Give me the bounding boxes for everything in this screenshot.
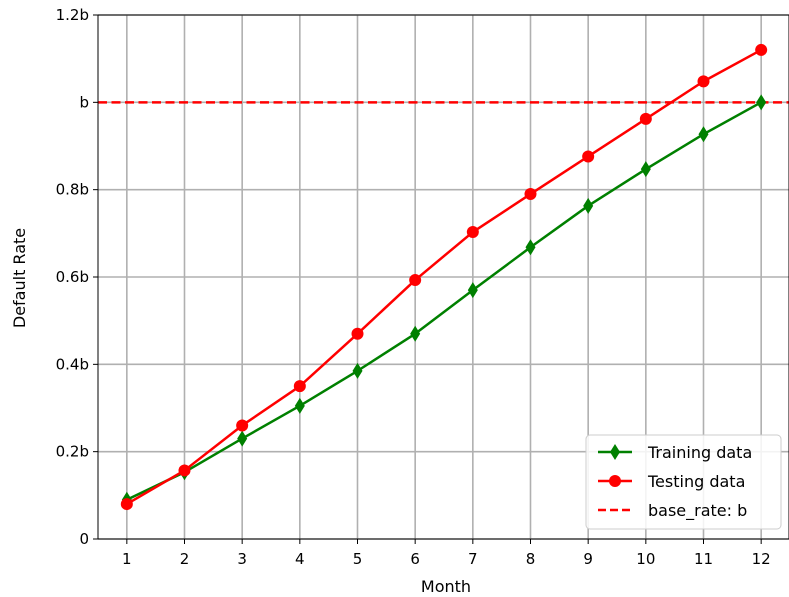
- x-tick-label: 4: [295, 550, 305, 568]
- x-tick-label: 12: [752, 550, 771, 568]
- training-data-point: [640, 161, 651, 178]
- testing-data-point: [639, 112, 652, 125]
- y-tick-label: 0.4b: [56, 355, 89, 373]
- legend-marker-training-data: [610, 444, 620, 460]
- x-tick-label: 9: [583, 550, 593, 568]
- x-axis-label: Month: [421, 577, 471, 596]
- x-tick-label: 3: [237, 550, 247, 568]
- training-data-point: [525, 239, 536, 256]
- x-tick-label: 1: [122, 550, 132, 568]
- testing-data-line: [126, 48, 762, 506]
- training-data-point: [237, 430, 248, 447]
- testing-data-point: [582, 150, 595, 163]
- training-data-point: [698, 126, 709, 143]
- training-data-point: [467, 282, 478, 299]
- x-tick-label: 5: [353, 550, 363, 568]
- legend-label-testing-data: Testing data: [647, 472, 745, 491]
- y-tick-label: 0.6b: [56, 268, 89, 286]
- testing-data-point: [524, 188, 537, 201]
- y-tick-label: b: [79, 93, 89, 111]
- y-tick-label: 0.8b: [56, 181, 89, 199]
- x-tick-label: 2: [180, 550, 190, 568]
- y-tick-label: 0.2b: [56, 443, 89, 461]
- legend-frame: [585, 434, 782, 530]
- testing-data-point: [697, 75, 710, 88]
- legend-label-training-data: Training data: [647, 443, 752, 462]
- x-tick-label: 10: [636, 550, 655, 568]
- legend-marker-testing-data: [609, 475, 621, 487]
- y-tick-label: 0: [79, 530, 89, 548]
- y-axis-label: Default Rate: [10, 228, 29, 328]
- testing-data-point: [351, 327, 364, 340]
- training-data-point: [352, 362, 363, 379]
- y-tick-label: 1.2b: [56, 6, 89, 24]
- training-data-point: [583, 197, 594, 214]
- training-data-point: [410, 325, 421, 342]
- x-tick-label: 7: [468, 550, 478, 568]
- training-data-point: [756, 94, 767, 111]
- testing-data-point: [120, 498, 133, 511]
- axes: [93, 14, 789, 544]
- testing-data-point: [236, 419, 249, 432]
- series-layer: [120, 43, 768, 511]
- training-data-line: [126, 101, 762, 501]
- training-data-point: [294, 397, 305, 414]
- testing-data-series: [120, 43, 768, 511]
- x-tick-label: 8: [526, 550, 536, 568]
- testing-data-point: [293, 380, 306, 393]
- x-tick-label: 11: [694, 550, 713, 568]
- x-tick-label: 6: [410, 550, 420, 568]
- testing-data-point: [466, 226, 479, 239]
- testing-data-point: [755, 43, 768, 56]
- legend-label-base-rate-b: base_rate: b: [648, 501, 747, 521]
- legend: Training data Testing data base_rate: b: [585, 434, 782, 530]
- testing-data-point: [178, 464, 191, 477]
- testing-data-point: [409, 274, 422, 287]
